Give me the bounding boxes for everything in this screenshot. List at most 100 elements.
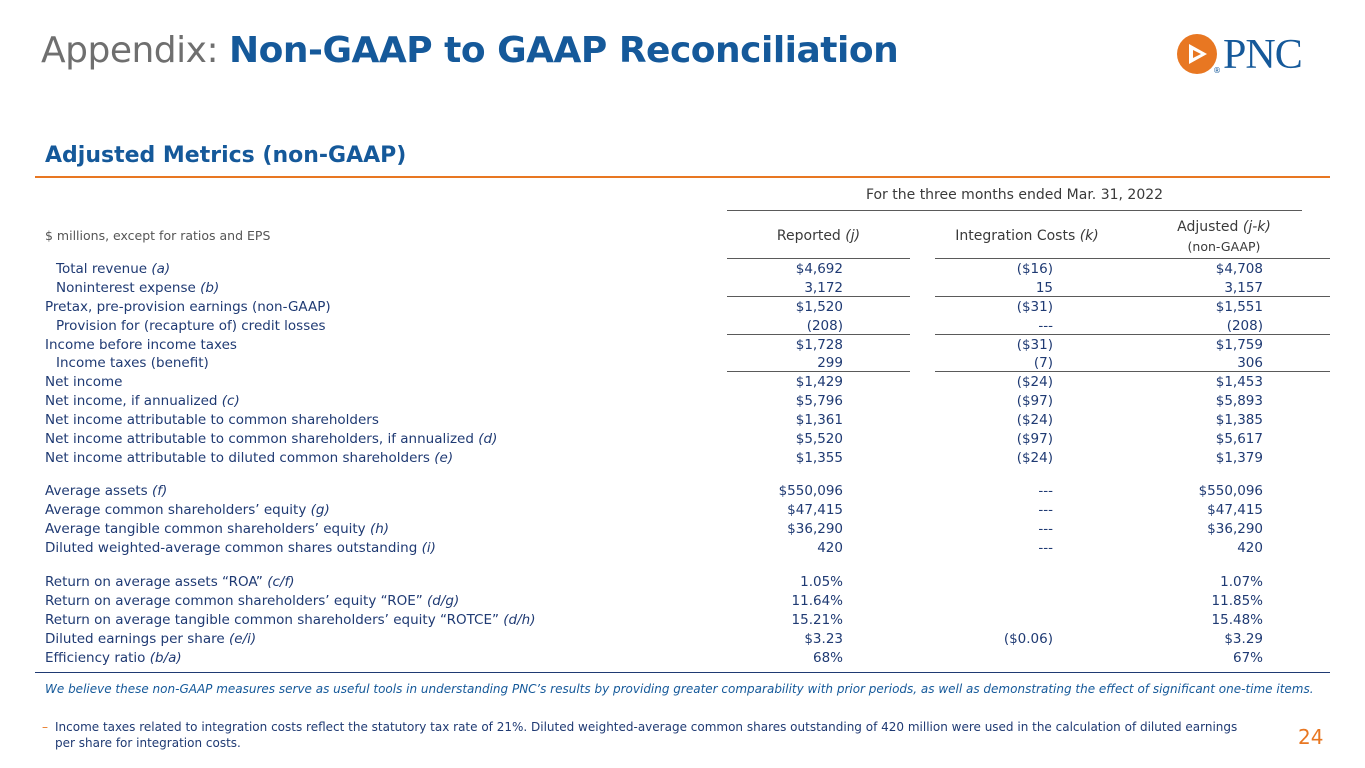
reported-value: 3,172 — [804, 280, 843, 296]
adjusted-value: $1,551 — [1215, 299, 1263, 315]
adjusted-value: $5,893 — [1215, 393, 1263, 409]
integration-costs-value: ($24) — [1016, 450, 1053, 466]
footnote-text: Income taxes related to integration cost… — [55, 720, 1238, 750]
row-label: Total revenue (a) — [56, 261, 171, 277]
row-label: Net income — [45, 374, 123, 390]
adjusted-value: 420 — [1237, 540, 1263, 556]
integration-costs-value: ($16) — [1016, 261, 1053, 277]
table-row: Net income attributable to common shareh… — [0, 430, 1365, 449]
adjusted-value: $36,290 — [1207, 521, 1263, 537]
page-title-main: Non-GAAP to GAAP Reconciliation — [229, 30, 899, 71]
subtotal-rule — [1118, 296, 1330, 297]
table-row: Average tangible common shareholders’ eq… — [0, 520, 1365, 539]
units-label: $ millions, except for ratios and EPS — [45, 228, 271, 243]
table-row: Net income attributable to diluted commo… — [0, 449, 1365, 468]
row-label: Average common shareholders’ equity (g) — [45, 502, 330, 518]
column-header-reported: Reported (j) — [776, 228, 861, 244]
non-gaap-note: We believe these non-GAAP measures serve… — [45, 682, 1314, 696]
subtotal-rule — [727, 296, 910, 297]
row-label: Average assets (f) — [45, 483, 168, 499]
row-label: Diluted weighted-average common shares o… — [45, 540, 436, 556]
reported-value: $1,520 — [795, 299, 843, 315]
reported-value: $5,796 — [795, 393, 843, 409]
reported-value: 68% — [812, 650, 843, 666]
reported-value: (208) — [806, 318, 843, 334]
adjusted-value: 306 — [1237, 355, 1263, 371]
adjusted-value: $550,096 — [1198, 483, 1263, 499]
adjusted-value: $1,385 — [1215, 412, 1263, 428]
page-title-prefix: Appendix: — [41, 30, 230, 71]
subtotal-rule — [727, 371, 910, 372]
pnc-logo-text: PNC — [1223, 32, 1303, 78]
subtotal-rule — [1118, 258, 1330, 259]
integration-costs-value: (7) — [1033, 355, 1053, 371]
subtotal-rule — [727, 334, 910, 335]
integration-costs-value: ($97) — [1016, 431, 1053, 447]
table-row: Income before income taxes $1,728 ($31) $1,… — [0, 336, 1365, 355]
row-label: Return on average assets “ROA” (c/f) — [45, 574, 295, 590]
row-label: Provision for (recapture of) credit loss… — [56, 318, 326, 334]
adjusted-value: $1,453 — [1215, 374, 1263, 390]
column-header-integration-costs: Integration Costs (k) — [955, 228, 1099, 244]
table-bottom-rule — [35, 672, 1330, 673]
page-number: 24 — [1298, 725, 1324, 749]
reported-value: $3.23 — [804, 631, 843, 647]
row-label: Net income attributable to common shareh… — [45, 412, 379, 428]
reported-value: $5,520 — [795, 431, 843, 447]
table-row: Net income $1,429 ($24) $1,453 — [0, 373, 1365, 392]
reported-value: $4,692 — [795, 261, 843, 277]
table-row: Diluted weighted-average common shares o… — [0, 539, 1365, 558]
table-row: Noninterest expense (b) 3,172 15 3,157 — [0, 279, 1365, 298]
adjusted-value: $4,708 — [1215, 261, 1263, 277]
column-header-adjusted: Adjusted (j-k) (non-GAAP) — [1177, 219, 1271, 254]
period-header: For the three months ended Mar. 31, 2022 — [865, 187, 1164, 203]
table-row: Pretax, pre-provision earnings (non-GAAP… — [0, 298, 1365, 317]
table-row: Diluted earnings per share (e/i) $3.23 ($0… — [0, 630, 1365, 649]
adjusted-value: 67% — [1232, 650, 1263, 666]
table-row: Total revenue (a) $4,692 ($16) $4,708 — [0, 260, 1365, 279]
adjusted-value: 15.48% — [1211, 612, 1263, 628]
subtotal-rule — [727, 258, 910, 259]
reported-value: $550,096 — [778, 483, 843, 499]
adjusted-value: $1,379 — [1215, 450, 1263, 466]
table-row: Net income, if annualized (c) $5,796 ($97)… — [0, 392, 1365, 411]
integration-costs-value: --- — [1038, 521, 1053, 537]
table-row: Return on average common shareholders’ e… — [0, 592, 1365, 611]
page-title: Appendix: Non-GAAP to GAAP Reconciliatio… — [41, 30, 899, 71]
table-row: Return on average tangible common shareh… — [0, 611, 1365, 630]
reported-value: 420 — [817, 540, 843, 556]
reported-value: $1,361 — [795, 412, 843, 428]
row-label: Net income, if annualized (c) — [45, 393, 240, 409]
reported-value: $1,728 — [795, 337, 843, 353]
integration-costs-value: ($24) — [1016, 412, 1053, 428]
subtotal-rule — [935, 371, 1119, 372]
registered-mark: ® — [1213, 66, 1221, 75]
row-label: Diluted earnings per share (e/i) — [45, 631, 257, 647]
integration-costs-value: ($97) — [1016, 393, 1053, 409]
table-row: Income taxes (benefit) 299 (7) 306 — [0, 354, 1365, 373]
table-row: Net income attributable to common shareh… — [0, 411, 1365, 430]
integration-costs-value: ($0.06) — [1003, 631, 1053, 647]
table-row: Provision for (recapture of) credit loss… — [0, 317, 1365, 336]
reported-value: $36,290 — [787, 521, 843, 537]
table-row: Efficiency ratio (b/a) 68% 67% — [0, 649, 1365, 668]
pnc-logo: PNC ® — [1175, 32, 1330, 78]
integration-costs-value: 15 — [1035, 280, 1053, 296]
reported-value: 1.05% — [800, 574, 843, 590]
table-row: Return on average assets “ROA” (c/f) 1.05… — [0, 573, 1365, 592]
row-label: Income taxes (benefit) — [56, 355, 209, 371]
adjusted-value: 11.85% — [1211, 593, 1263, 609]
adjusted-value: $47,415 — [1207, 502, 1263, 518]
row-label: Pretax, pre-provision earnings (non-GAAP… — [45, 299, 331, 315]
integration-costs-value: ($31) — [1016, 299, 1053, 315]
adjusted-value: $1,759 — [1215, 337, 1263, 353]
adjusted-value: 1.07% — [1220, 574, 1263, 590]
period-header-rule — [727, 210, 1302, 211]
subtotal-rule — [935, 334, 1119, 335]
adjusted-value: $3.29 — [1224, 631, 1263, 647]
row-label: Return on average common shareholders’ e… — [45, 593, 460, 609]
table-row: Average assets (f) $550,096 --- $550,096 — [0, 482, 1365, 501]
integration-costs-value: --- — [1038, 502, 1053, 518]
subtotal-rule — [1118, 334, 1330, 335]
integration-costs-value: ($24) — [1016, 374, 1053, 390]
